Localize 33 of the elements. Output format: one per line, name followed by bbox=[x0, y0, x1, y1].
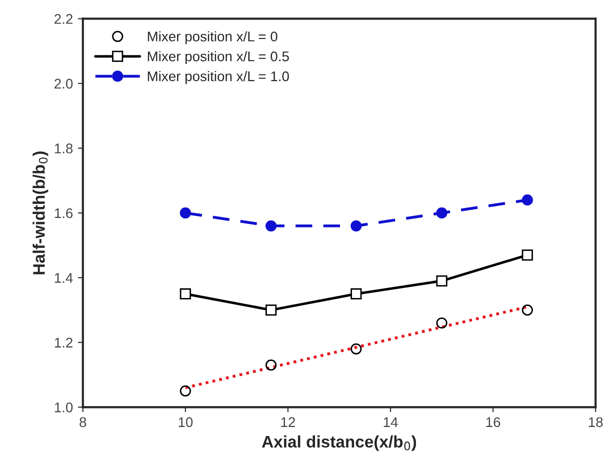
point bbox=[350, 288, 362, 300]
y-tick-label: 2.0 bbox=[54, 78, 73, 89]
x-tick-label: 10 bbox=[178, 417, 193, 428]
legend-label: Mixer position x/L = 0 bbox=[148, 31, 278, 44]
point bbox=[180, 288, 191, 300]
point bbox=[522, 194, 533, 206]
point bbox=[180, 207, 191, 218]
x-tick-label: 8 bbox=[80, 417, 86, 428]
point bbox=[522, 249, 533, 261]
point bbox=[436, 275, 448, 286]
x-tick-label: 16 bbox=[486, 417, 500, 428]
x-axis-title: Axial distance(x/b$_{0}$) bbox=[262, 435, 416, 451]
point bbox=[436, 207, 448, 218]
point bbox=[180, 385, 191, 397]
y-tick-label: 1.8 bbox=[54, 144, 73, 154]
legend-label: Mixer position x/L = 1.0 bbox=[148, 71, 289, 84]
y-tick-label: 2.2 bbox=[54, 14, 72, 24]
legend-label: Mixer position x/L = 0.5 bbox=[148, 51, 289, 64]
y-tick-label: 1.2 bbox=[54, 338, 72, 348]
y-tick-label: 1.6 bbox=[54, 208, 73, 218]
point bbox=[265, 220, 277, 232]
y-tick-label: 1.4 bbox=[54, 273, 73, 283]
point bbox=[350, 220, 362, 232]
y-axis-title: Half-width(b/b$_{0}$) bbox=[32, 152, 48, 274]
x-tick-label: 18 bbox=[588, 417, 603, 428]
point bbox=[350, 343, 362, 354]
point bbox=[522, 304, 533, 316]
point bbox=[436, 317, 448, 329]
y-tick-label: 1.0 bbox=[54, 402, 73, 412]
point bbox=[265, 360, 277, 371]
point bbox=[265, 304, 277, 316]
x-tick-label: 14 bbox=[384, 417, 398, 427]
x-tick-label: 12 bbox=[281, 417, 295, 427]
